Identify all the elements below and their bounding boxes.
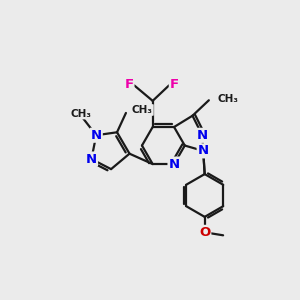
Text: F: F <box>170 78 179 91</box>
Text: N: N <box>198 144 209 158</box>
Text: N: N <box>91 129 102 142</box>
Text: N: N <box>86 152 97 166</box>
Text: CH₃: CH₃ <box>71 109 92 118</box>
Text: F: F <box>124 78 134 91</box>
Text: O: O <box>199 226 210 239</box>
Text: CH₃: CH₃ <box>217 94 238 104</box>
Text: N: N <box>169 158 180 171</box>
Text: N: N <box>197 129 208 142</box>
Text: CH₃: CH₃ <box>132 105 153 115</box>
